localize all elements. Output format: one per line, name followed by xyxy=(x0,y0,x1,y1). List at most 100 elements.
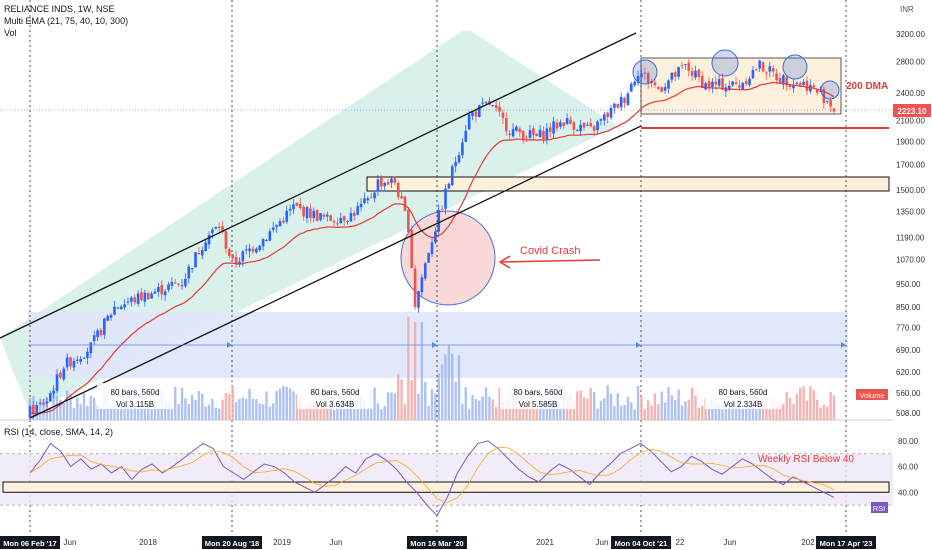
candle-body xyxy=(244,249,248,251)
volume-bar xyxy=(187,404,190,420)
candle-body xyxy=(630,83,633,92)
volume-bar xyxy=(288,388,292,420)
ema-legend: Multi EMA (21, 75, 40, 10, 300) xyxy=(4,16,129,26)
date-marker-bg xyxy=(611,536,671,549)
volume-bar xyxy=(99,408,103,420)
candle-body xyxy=(28,406,32,418)
candle-body xyxy=(535,133,539,137)
volume-bar xyxy=(177,404,180,420)
volume-bar xyxy=(697,407,701,420)
candle-body xyxy=(606,112,609,118)
candle-body xyxy=(511,129,515,137)
measure-arrowhead-1 xyxy=(432,342,437,348)
volume-bar xyxy=(65,390,69,420)
measure-label-bg xyxy=(500,383,576,409)
volume-bar xyxy=(420,322,424,420)
candle-body xyxy=(494,105,498,109)
volume-bar xyxy=(386,392,390,420)
volume-bar xyxy=(38,403,42,420)
time-tick: Jun xyxy=(64,538,77,547)
candle-body xyxy=(741,82,745,90)
candle-body xyxy=(640,73,643,78)
volume-bar xyxy=(474,399,478,420)
candle-body xyxy=(765,72,768,74)
volume-bar xyxy=(79,404,82,420)
volume-bar xyxy=(768,409,772,420)
candle-body xyxy=(52,390,55,394)
candle-body xyxy=(552,121,555,134)
candle-body xyxy=(643,72,647,74)
volume-bar xyxy=(498,387,501,420)
volume-bar xyxy=(799,387,802,420)
candle-body xyxy=(72,360,76,368)
candle-body xyxy=(734,82,738,84)
candle-body xyxy=(42,402,45,405)
volume-bar xyxy=(197,391,201,420)
candle-body xyxy=(616,103,620,108)
candle-body xyxy=(677,67,680,77)
rsi-note-label: Weekly RSI Below 40 xyxy=(758,454,854,465)
candle-body xyxy=(768,66,772,72)
candle-body xyxy=(467,114,471,130)
volume-bar xyxy=(596,408,599,420)
candle-body xyxy=(423,263,427,279)
date-marker-label: Mon 17 Apr '23 xyxy=(820,539,873,548)
candle-body xyxy=(444,188,447,209)
candle-body xyxy=(312,210,316,219)
volume-bar xyxy=(461,403,464,420)
volume-bar xyxy=(731,398,734,420)
candle-body xyxy=(211,229,214,233)
candle-body xyxy=(407,209,410,233)
candle-body xyxy=(626,93,630,105)
volume-bar xyxy=(751,400,755,420)
volume-bar xyxy=(72,408,76,420)
candle-body xyxy=(602,114,606,121)
volume-bar xyxy=(376,403,380,420)
volume-bar xyxy=(451,353,454,420)
candle-body xyxy=(748,78,751,86)
candle-body xyxy=(555,122,559,129)
candle-body xyxy=(572,122,576,130)
candle-body xyxy=(62,368,66,380)
candle-body xyxy=(525,137,528,139)
volume-bar xyxy=(775,403,778,420)
candle-body xyxy=(413,268,417,307)
candle-body xyxy=(234,256,238,264)
candle-body xyxy=(79,358,82,362)
candle-body xyxy=(548,127,552,132)
volume-bar xyxy=(603,398,606,420)
candle-body xyxy=(59,372,62,378)
candle-body xyxy=(464,130,468,142)
volume-bar xyxy=(332,409,336,420)
candle-body xyxy=(589,123,593,127)
volume-bar xyxy=(109,406,113,420)
price-tick: 508.00 xyxy=(896,409,921,418)
volume-bar xyxy=(670,395,674,420)
volume-bar xyxy=(234,401,238,420)
volume-bar xyxy=(653,393,657,420)
candle-body xyxy=(99,329,103,336)
candle-body xyxy=(89,342,93,354)
volume-bar xyxy=(282,385,285,420)
volume-bar xyxy=(643,409,647,420)
candle-body xyxy=(207,234,211,245)
channel-upper-line xyxy=(0,32,637,339)
candle-body xyxy=(285,210,289,222)
candle-body xyxy=(228,249,231,257)
price-tick: 770.00 xyxy=(896,323,921,332)
candle-body xyxy=(396,182,400,198)
candle-body xyxy=(663,87,667,91)
candle-body xyxy=(579,124,582,132)
date-marker-bg xyxy=(202,536,262,549)
volume-bar xyxy=(211,398,214,420)
candle-body xyxy=(123,304,126,308)
candle-body xyxy=(133,297,137,303)
volume-bar xyxy=(217,408,221,420)
volume-bar xyxy=(245,399,248,420)
volume-bar xyxy=(494,406,498,420)
candle-body xyxy=(45,401,49,404)
volume-bar xyxy=(758,406,761,420)
date-marker-bg xyxy=(407,536,467,549)
volume-bar xyxy=(555,398,559,420)
